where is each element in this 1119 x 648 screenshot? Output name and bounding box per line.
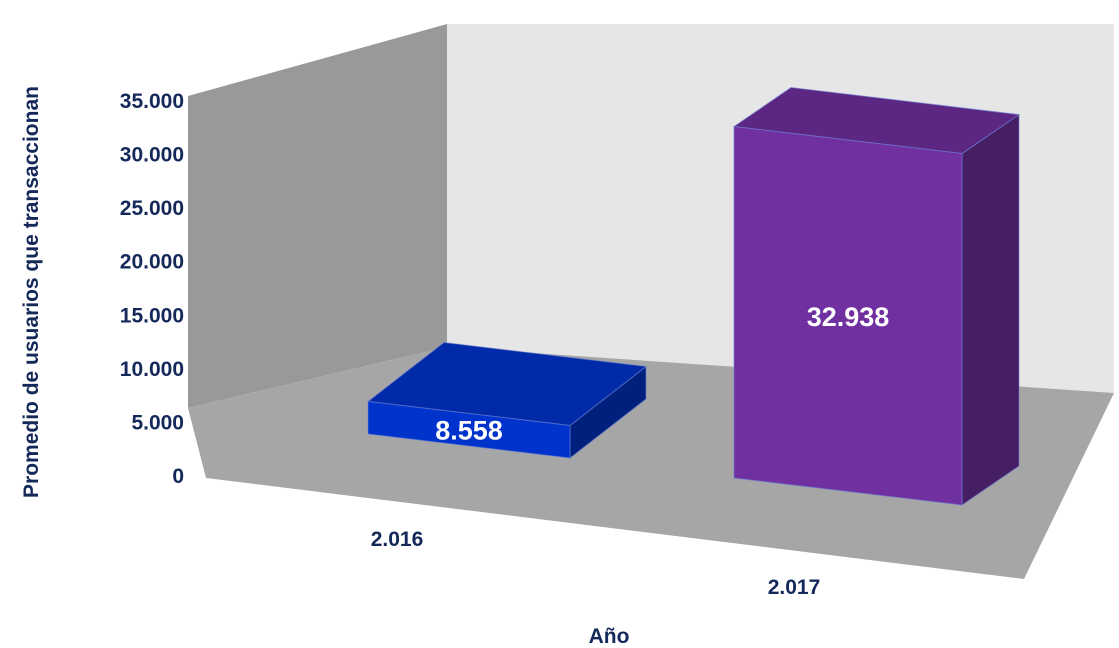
x-tick-label-2017: 2.017 — [768, 576, 821, 599]
y-tick-label: 35.000 — [120, 90, 184, 113]
bar-front-0 — [367, 400, 571, 459]
bars-group: 8.558 32.938 — [366, 87, 1021, 506]
y-tick-label: 25.000 — [120, 197, 184, 220]
y-tick-label: 15.000 — [120, 304, 184, 327]
y-tick-label: 30.000 — [120, 144, 184, 167]
x-tick-label-2016: 2.016 — [371, 528, 424, 551]
side-wall — [188, 24, 447, 408]
y-tick-label: 20.000 — [120, 251, 184, 274]
y-tick-label: 0 — [172, 465, 184, 488]
y-tick-label: 5.000 — [131, 411, 184, 434]
y-tick-label: 10.000 — [120, 358, 184, 381]
bar-value-label: 32.938 — [807, 302, 890, 332]
y-axis-ticks: 0 5.000 10.000 15.000 20.000 25.000 30.000 35.0… — [120, 90, 184, 488]
y-axis-title: Promedio de usuarios que transaccionan — [20, 86, 43, 498]
bar-side-1 — [961, 113, 1020, 506]
x-axis-title: Año — [589, 625, 630, 648]
bar-value-label: 8.558 — [435, 416, 503, 446]
bar-front-1 — [733, 125, 963, 506]
